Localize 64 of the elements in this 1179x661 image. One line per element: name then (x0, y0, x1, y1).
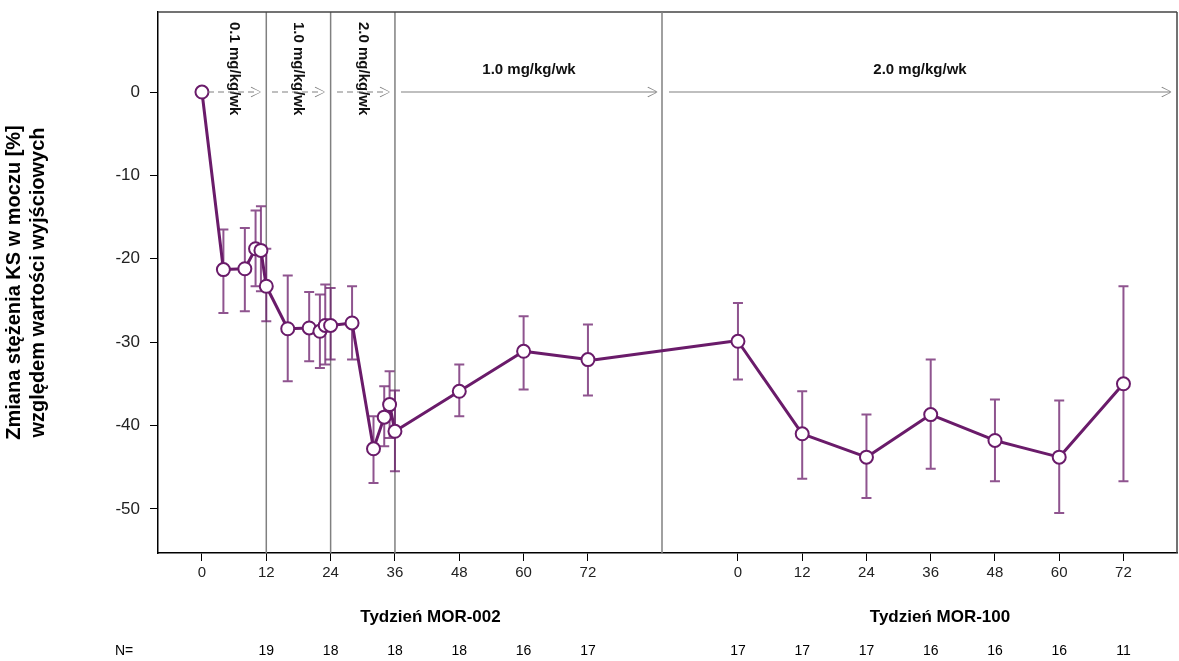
text: 16 (515, 641, 532, 658)
point (1051, 449, 1067, 465)
point (451, 383, 467, 399)
point (730, 333, 746, 349)
point (215, 262, 231, 278)
x-tick-label: 72 (579, 563, 597, 581)
point (858, 449, 874, 465)
x-tick-label: 0 (197, 563, 207, 581)
point (387, 423, 403, 439)
text: 17 (580, 641, 596, 658)
text: 17 (730, 641, 746, 658)
point (344, 315, 360, 331)
x-axis-title: Tydzień MOR-002 (360, 606, 501, 626)
y-tick-label: 0 (130, 81, 140, 101)
x-tick-label: 12 (793, 563, 811, 581)
point (382, 397, 398, 413)
point (580, 352, 596, 368)
point (280, 321, 296, 337)
annotation: 0.1 mg/kg/wk (226, 22, 244, 117)
point (253, 242, 269, 258)
x-tick-label: 48 (450, 563, 468, 581)
x-tick-label: 60 (1050, 563, 1068, 581)
point (258, 278, 274, 294)
y-tick-label: -20 (115, 248, 140, 268)
text: 17 (858, 641, 875, 658)
text: 18 (322, 641, 339, 658)
x-tick-label: 24 (322, 563, 339, 581)
annotation: 2.0 mg/kg/wk (873, 60, 968, 78)
y-tick-label: -40 (115, 415, 140, 435)
point (987, 432, 1003, 448)
y-tick-label: -30 (115, 331, 140, 351)
x-axis-title: Tydzień MOR-100 (869, 606, 1011, 626)
annotation: 2.0 mg/kg/wk (355, 22, 373, 117)
point (194, 84, 210, 100)
text: 18 (451, 641, 468, 658)
text: 19 (258, 641, 275, 658)
text: N= (115, 641, 134, 658)
point (516, 343, 532, 359)
text: 16 (1051, 641, 1068, 658)
point (1115, 376, 1131, 392)
annotation: 1.0 mg/kg/wk (291, 22, 309, 117)
x-tick-label: 48 (986, 563, 1004, 581)
point (794, 426, 810, 442)
annotation: 1.0 mg/kg/wk (482, 60, 577, 78)
x-tick-label: 36 (386, 563, 404, 581)
y-tick-label: -10 (115, 165, 140, 185)
text: 11 (1116, 641, 1131, 658)
text: 18 (387, 641, 403, 658)
point (923, 407, 939, 423)
point (366, 441, 382, 457)
point (237, 261, 253, 277)
text: 16 (987, 641, 1003, 658)
text: 17 (794, 641, 811, 658)
point (376, 409, 392, 425)
y-tick-label: -50 (115, 498, 140, 518)
point (323, 317, 339, 333)
y-axis-title: Zmiana stężenia KS w moczu [%] względem wartości wyjściowych (1, 125, 48, 440)
x-tick-label: 60 (515, 563, 532, 581)
x-tick-label: 24 (858, 563, 875, 581)
x-tick-label: 12 (257, 563, 275, 581)
text: 16 (922, 641, 939, 658)
x-tick-label: 0 (733, 563, 743, 581)
x-tick-label: 72 (1115, 563, 1132, 581)
x-tick-label: 36 (922, 563, 940, 581)
